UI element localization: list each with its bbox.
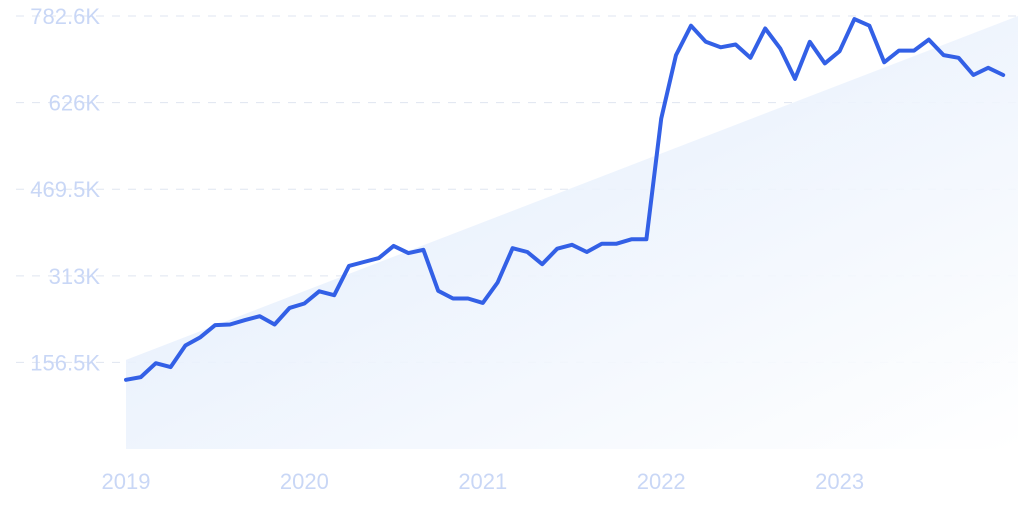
- series-line: [124, 17, 1006, 382]
- x-tick-label: 2020: [280, 469, 329, 494]
- x-tick-label: 2021: [458, 469, 507, 494]
- y-tick-label: 156.5K: [30, 350, 100, 375]
- x-tick-label: 2019: [102, 469, 151, 494]
- y-tick-label: 313K: [49, 264, 101, 289]
- y-tick-label: 469.5K: [30, 177, 100, 202]
- trend-area: [126, 16, 1018, 449]
- series-layer: [124, 17, 1006, 382]
- y-axis-ticks: 156.5K 313K 469.5K 626K 782.6K: [30, 4, 100, 375]
- trend-area-shape: [126, 16, 1018, 449]
- x-axis-ticks: 2019 2020 2021 2022 2023: [102, 469, 865, 494]
- x-tick-label: 2023: [815, 469, 864, 494]
- y-tick-label: 782.6K: [30, 4, 100, 29]
- x-tick-label: 2022: [637, 469, 686, 494]
- y-tick-label: 626K: [49, 91, 101, 116]
